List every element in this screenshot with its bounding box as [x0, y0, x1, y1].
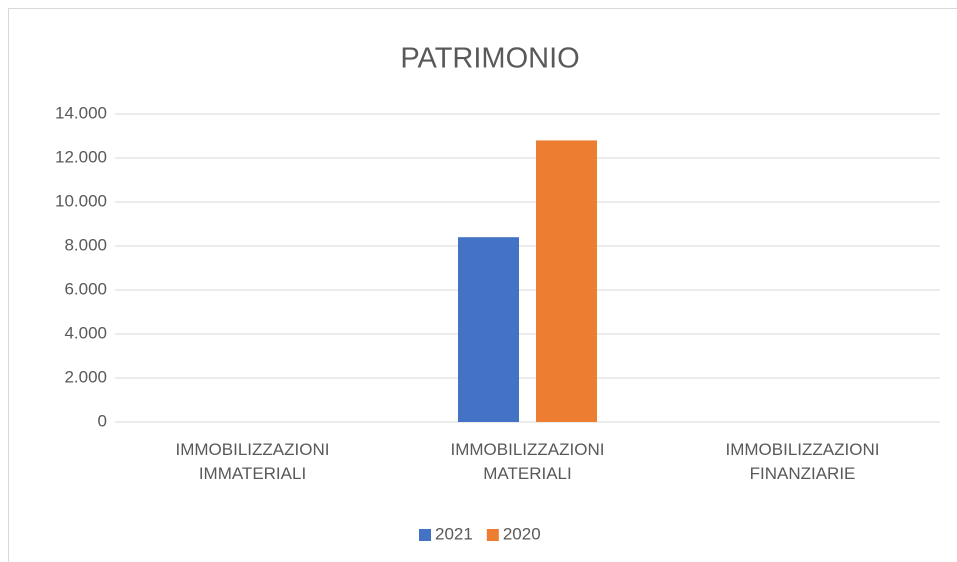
y-tick-label: 14.000	[55, 103, 107, 122]
x-tick-label: IMMOBILIZZAZIONI IMMATERIALI	[175, 440, 330, 483]
x-tick-label: IMMOBILIZZAZIONI FINANZIARIE	[725, 440, 880, 483]
legend-label: 2021	[435, 524, 473, 543]
y-tick-label: 0	[98, 411, 107, 430]
legend-swatch	[419, 529, 431, 541]
legend-swatch	[486, 529, 499, 541]
bar	[458, 237, 519, 422]
y-tick-label: 12.000	[55, 147, 107, 166]
y-tick-label: 6.000	[64, 279, 107, 298]
y-tick-label: 2.000	[64, 367, 107, 386]
bar	[536, 140, 597, 422]
y-tick-label: 10.000	[55, 191, 107, 210]
x-tick-label: IMMOBILIZZAZIONI MATERIALI	[450, 440, 605, 483]
y-tick-label: 4.000	[64, 323, 107, 342]
chart-title: PATRIMONIO	[400, 43, 579, 75]
y-tick-label: 8.000	[64, 235, 107, 254]
legend-label: 2020	[503, 524, 541, 543]
